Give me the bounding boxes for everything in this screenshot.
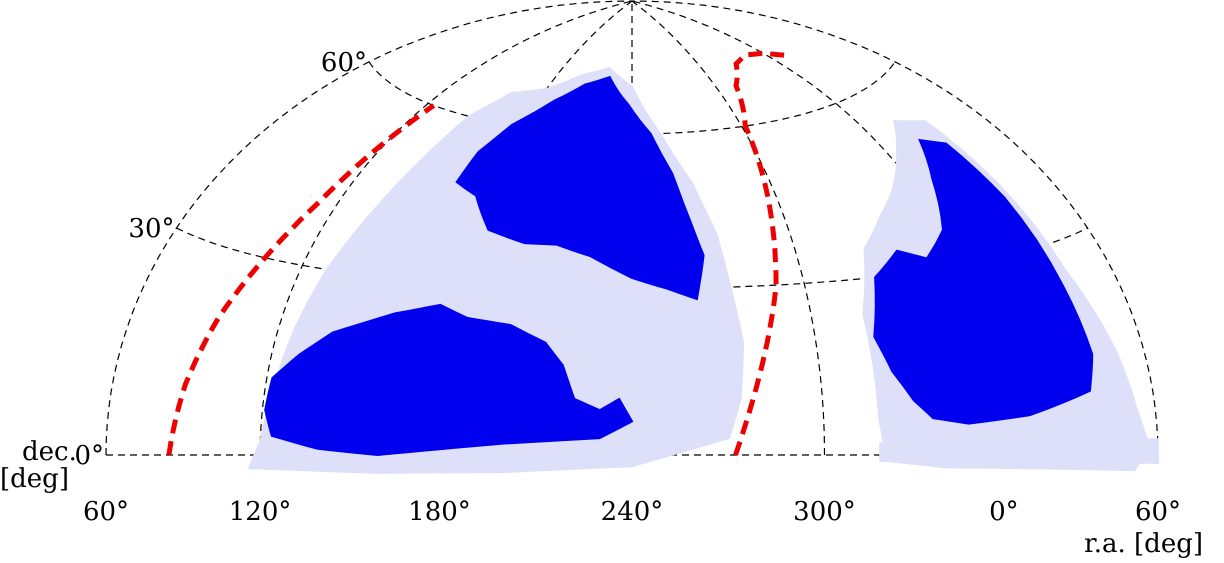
ra-gridline xyxy=(631,0,826,456)
ra-tick-label: 120° xyxy=(229,497,292,527)
survey-region-dense xyxy=(455,75,705,301)
ra-tick-label: 60° xyxy=(1135,497,1181,527)
survey-region-dense xyxy=(264,303,634,457)
ra-tick-label: 60° xyxy=(83,497,129,527)
y-axis-unit: [deg] xyxy=(0,464,69,494)
survey-region-sparse xyxy=(879,438,1159,464)
dec-tick-label: 60° xyxy=(321,48,367,78)
tick-labels: 60° 120° 180° 240° 300° 0° 60° 0° 30° 60° xyxy=(74,48,1181,527)
dec-tick-label: 0° xyxy=(74,441,104,471)
y-axis-label: dec. xyxy=(22,437,77,467)
ra-gridline xyxy=(259,0,633,456)
ra-tick-label: 180° xyxy=(408,497,471,527)
survey-regions xyxy=(247,66,1159,474)
survey-boundaries xyxy=(166,50,787,456)
dec-tick-label: 30° xyxy=(128,214,174,244)
ra-tick-label: 300° xyxy=(793,497,856,527)
survey-region-dense xyxy=(873,138,1094,425)
survey-boundary-line xyxy=(166,103,436,456)
ra-tick-label: 240° xyxy=(601,497,664,527)
ra-tick-label: 0° xyxy=(989,497,1019,527)
x-axis-label: r.a. [deg] xyxy=(1084,529,1203,559)
survey-boundary-line xyxy=(733,50,787,456)
